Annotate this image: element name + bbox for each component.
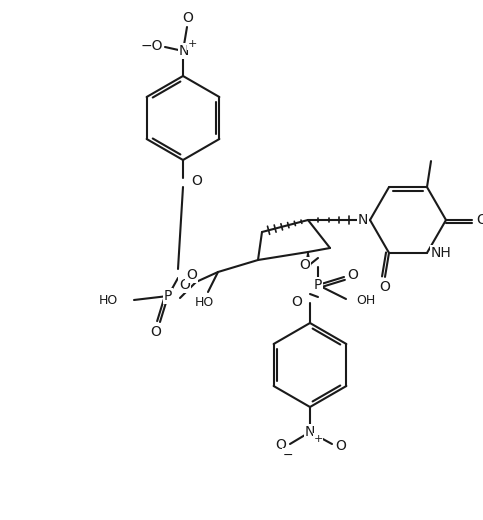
Text: OH: OH bbox=[356, 294, 375, 307]
Text: N: N bbox=[357, 213, 368, 227]
Text: O: O bbox=[291, 295, 302, 309]
Text: NH: NH bbox=[431, 246, 452, 260]
Text: N: N bbox=[179, 44, 189, 58]
Text: P: P bbox=[314, 278, 322, 292]
Text: O: O bbox=[186, 268, 197, 282]
Text: HO: HO bbox=[194, 295, 213, 308]
Text: O: O bbox=[179, 278, 190, 292]
Text: P: P bbox=[164, 289, 172, 303]
Text: O: O bbox=[477, 213, 483, 227]
Text: O: O bbox=[299, 258, 310, 272]
Text: O: O bbox=[348, 268, 358, 282]
Text: O: O bbox=[380, 280, 390, 294]
Text: N: N bbox=[305, 425, 315, 439]
Text: O: O bbox=[151, 325, 161, 339]
Text: O: O bbox=[336, 439, 346, 453]
Polygon shape bbox=[306, 252, 311, 266]
Text: O: O bbox=[191, 174, 202, 188]
Text: −: − bbox=[283, 448, 293, 462]
Text: −O: −O bbox=[141, 39, 163, 53]
Text: +: + bbox=[313, 434, 323, 444]
Text: +: + bbox=[187, 39, 197, 49]
Text: O: O bbox=[183, 11, 193, 25]
Text: O: O bbox=[276, 438, 286, 452]
Text: HO: HO bbox=[99, 294, 118, 307]
